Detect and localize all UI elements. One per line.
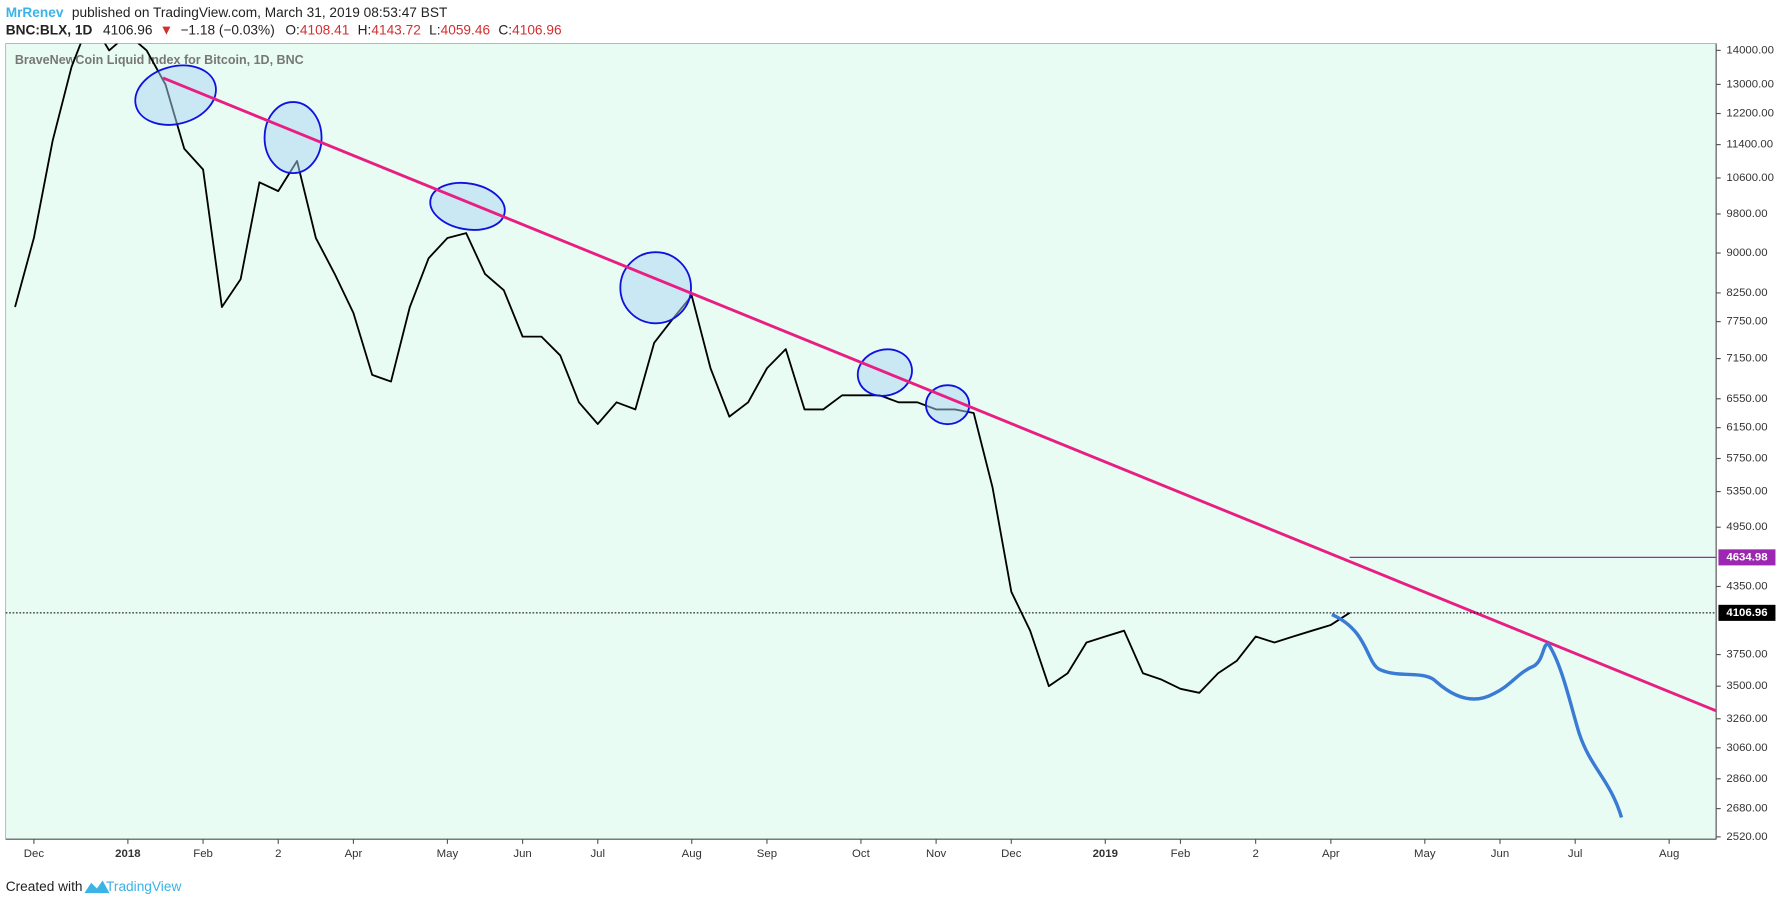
- open: 4108.41: [300, 22, 349, 37]
- x-tick-label: Feb: [1171, 848, 1191, 860]
- header-line-1: MrRenev published on TradingView.com, Ma…: [6, 5, 448, 20]
- y-tick-label: 3750.00: [1726, 649, 1767, 661]
- x-tick-label: Aug: [1659, 848, 1679, 860]
- y-tick-label: 12200.00: [1726, 108, 1774, 120]
- y-tick-label: 14000.00: [1726, 44, 1774, 56]
- price-label-box: [1718, 549, 1776, 566]
- close-label: C:: [498, 22, 512, 37]
- x-tick-label: Nov: [926, 848, 947, 860]
- y-tick-label: 6550.00: [1726, 393, 1767, 405]
- last-price: 4106.96: [103, 22, 153, 37]
- watermark: BraveNewCoin Liquid Index for Bitcoin, 1…: [15, 53, 304, 67]
- y-tick-label: 11400.00: [1726, 139, 1773, 151]
- highlight-ellipse: [134, 64, 217, 126]
- low: 4059.46: [441, 22, 491, 37]
- high: 4143.72: [371, 22, 420, 37]
- y-tick-label: 6150.00: [1726, 422, 1767, 434]
- y-tick-label: 3060.00: [1726, 742, 1767, 754]
- y-tick-label: 4350.00: [1726, 580, 1767, 592]
- x-tick-label: 2018: [115, 848, 140, 860]
- projection-curve: [1331, 612, 1624, 818]
- author[interactable]: MrRenev: [6, 5, 64, 20]
- y-tick-label: 8250.00: [1726, 287, 1767, 299]
- x-tick-label: 2019: [1093, 848, 1118, 860]
- open-label: O:: [285, 22, 299, 37]
- high-label: H:: [358, 22, 372, 37]
- arrow: ▼: [160, 22, 174, 37]
- x-tick-label: Aug: [682, 848, 702, 860]
- x-tick-label: Oct: [852, 848, 871, 860]
- y-tick-label: 7750.00: [1726, 316, 1767, 328]
- highlight-ellipse: [263, 101, 323, 175]
- y-tick-label: 3500.00: [1726, 680, 1767, 692]
- x-tick-label: Apr: [1322, 848, 1340, 860]
- y-tick-label: 2680.00: [1726, 803, 1767, 815]
- y-tick-label: 2860.00: [1726, 773, 1767, 785]
- plot-area: [5, 43, 1717, 840]
- footer-created: Created with: [6, 879, 83, 894]
- x-tick-label: Feb: [193, 848, 213, 860]
- y-tick-label: 9000.00: [1726, 247, 1767, 259]
- x-tick-label: Jun: [513, 848, 531, 860]
- header-line-2: BNC:BLX, 1D 4106.96 ▼ −1.18 (−0.03%) O:4…: [6, 22, 562, 37]
- symbol: BNC:BLX, 1D: [6, 22, 93, 37]
- x-tick-label: Dec: [1001, 848, 1022, 860]
- close: 4106.96: [512, 22, 562, 37]
- y-tick-label: 5350.00: [1726, 486, 1767, 498]
- y-tick-label: 2520.00: [1726, 831, 1767, 843]
- low-label: L:: [429, 22, 440, 37]
- trend-line: [162, 76, 1717, 713]
- y-tick-label: 3260.00: [1726, 713, 1767, 725]
- x-tick-label: Jul: [590, 848, 605, 860]
- y-tick-label: 10600.00: [1726, 172, 1774, 184]
- highlight-ellipse: [925, 384, 971, 426]
- x-tick-label: Dec: [24, 848, 45, 860]
- y-tick-label: 4950.00: [1726, 521, 1767, 533]
- published: published on TradingView.com, March 31, …: [72, 5, 448, 20]
- x-tick-label: 2: [1252, 848, 1258, 860]
- x-tick-label: Jun: [1491, 848, 1509, 860]
- footer-brand[interactable]: TradingView: [106, 879, 181, 894]
- price-label: 4106.96: [1726, 607, 1767, 619]
- y-tick-label: 7150.00: [1726, 353, 1767, 365]
- tradingview-logo[interactable]: [84, 880, 110, 894]
- x-tick-label: Apr: [345, 848, 363, 860]
- x-tick-label: 2: [275, 848, 281, 860]
- x-tick-label: May: [1414, 848, 1436, 860]
- y-tick-label: 13000.00: [1726, 78, 1774, 90]
- x-tick-label: May: [437, 848, 459, 860]
- price-label: 4634.98: [1726, 551, 1767, 563]
- y-tick-label: 9800.00: [1726, 208, 1767, 220]
- price-label-box: [1718, 604, 1776, 621]
- change: −1.18 (−0.03%): [180, 22, 274, 37]
- x-tick-label: Sep: [757, 848, 777, 860]
- y-tick-label: 5750.00: [1726, 453, 1767, 465]
- x-tick-label: Jul: [1568, 848, 1583, 860]
